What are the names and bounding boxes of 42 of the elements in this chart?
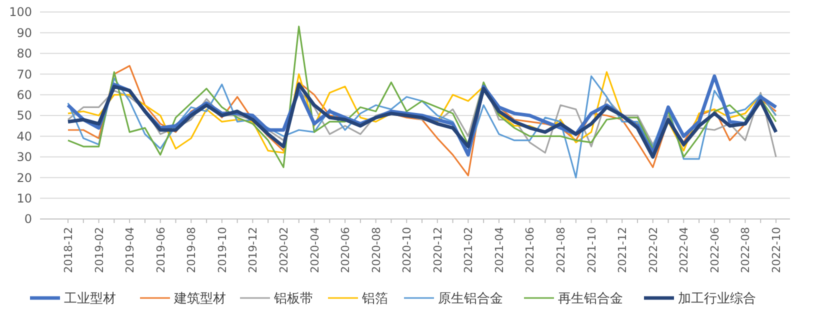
x-tick-label: 2019-08 (185, 227, 198, 273)
x-tick-label: 2022-04 (678, 227, 691, 273)
x-tick-label: 2022-10 (770, 227, 783, 273)
x-tick-label: 2022-06 (708, 227, 722, 273)
legend-label: 建筑型材 (173, 292, 226, 307)
legend-label: 工业型材 (64, 292, 116, 307)
legend-label: 铝板带 (273, 292, 313, 307)
y-tick-label: 30 (16, 150, 32, 164)
legend-label: 加工行业综合 (678, 292, 756, 307)
y-tick-label: 0 (24, 212, 32, 226)
x-tick-label: 2020-06 (339, 227, 352, 273)
x-tick-label: 2021-06 (524, 227, 537, 273)
x-tick-label: 2019-12 (246, 227, 260, 273)
x-tick-label: 2019-02 (92, 227, 106, 273)
x-tick-label: 2020-04 (308, 227, 322, 273)
y-tick-label: 100 (9, 5, 32, 20)
x-tick-label: 2019-04 (124, 227, 137, 273)
x-tick-label: 2019-06 (154, 227, 168, 273)
legend-label: 原生铝合金 (438, 292, 503, 307)
y-tick-label: 10 (16, 192, 32, 206)
x-tick-label: 2021-04 (492, 227, 506, 273)
x-tick-label: 2020-02 (277, 227, 290, 273)
legend-label: 铝箔 (361, 292, 388, 307)
x-tick-label: 2021-10 (585, 227, 598, 273)
x-tick-label: 2022-08 (739, 227, 752, 273)
x-tick-label: 2021-02 (462, 227, 476, 273)
x-tick-label: 2020-12 (431, 227, 444, 273)
x-tick-label: 2018-12 (62, 227, 75, 273)
y-tick-label: 70 (16, 67, 32, 82)
legend-label: 再生铝合金 (558, 292, 623, 307)
y-tick-label: 20 (16, 170, 32, 185)
y-tick-label: 80 (16, 46, 32, 61)
x-tick-label: 2021-12 (616, 227, 630, 273)
y-tick-label: 40 (16, 129, 32, 144)
x-tick-label: 2019-10 (216, 227, 229, 273)
x-tick-label: 2022-02 (646, 227, 660, 273)
x-tick-label: 2021-08 (554, 227, 568, 273)
x-tick-label: 2020-08 (370, 227, 383, 273)
y-tick-label: 90 (16, 26, 32, 40)
y-tick-label: 50 (16, 108, 32, 123)
y-tick-label: 60 (16, 88, 32, 102)
x-tick-label: 2020-10 (400, 227, 414, 273)
